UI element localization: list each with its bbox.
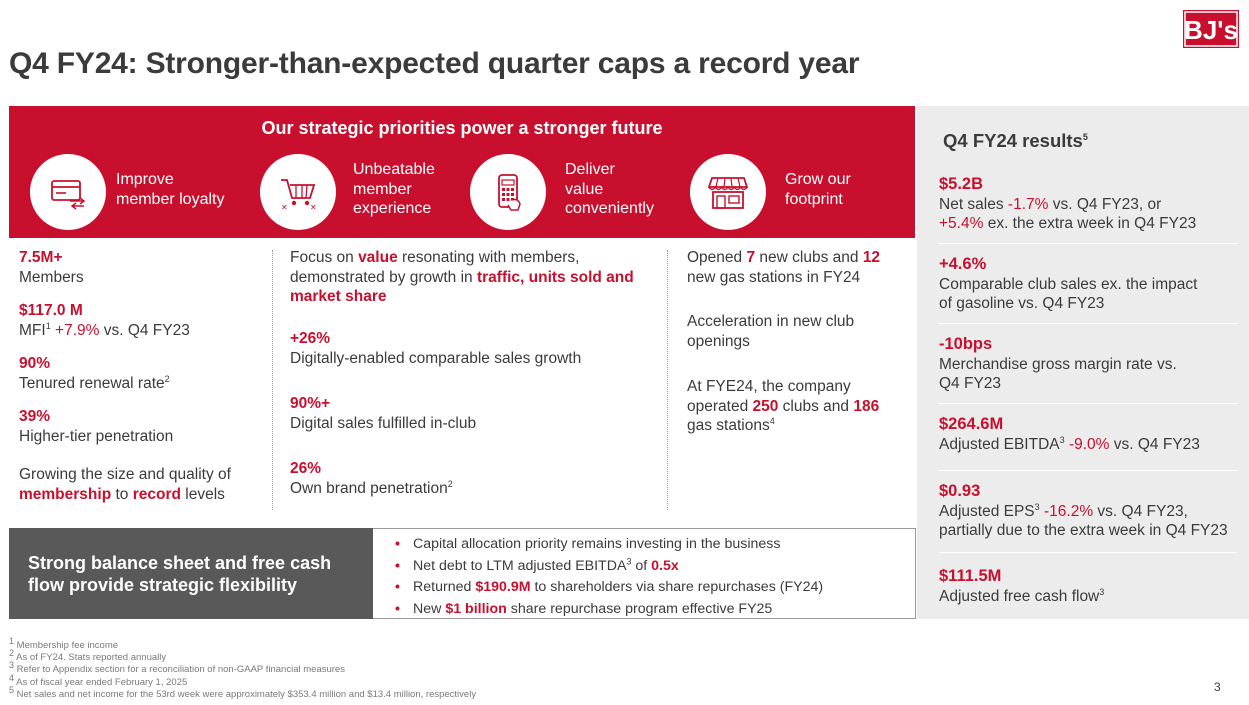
eps-result: $0.93 Adjusted EPS3 -16.2% vs. Q4 FY23, …: [939, 482, 1228, 539]
priority-label-experience: Unbeatable member experience: [353, 161, 435, 217]
priority-circle: ✕ ✕: [260, 154, 336, 230]
banner-title: Our strategic priorities power a stronge…: [261, 118, 663, 138]
free-cash-flow-result: $111.5M Adjusted free cash flow3: [939, 567, 1105, 605]
results-separator: [939, 552, 1237, 553]
priority-label-footprint: Grow our footprint: [785, 171, 851, 208]
openings-text: Opened 7 new clubs and 12 new gas statio…: [687, 249, 881, 286]
membership-card-icon: [51, 180, 86, 210]
in-club-fulfillment-stat: 90%+ Digital sales fulfilled in-club: [290, 395, 477, 432]
shopping-cart-icon: ✕ ✕: [281, 179, 317, 212]
results-separator: [939, 323, 1237, 324]
list-item: • New $1 billion share repurchase program…: [395, 601, 773, 617]
membership-growth-text: Growing the size and quality of membersh…: [19, 466, 231, 503]
storefront-icon: [707, 177, 749, 209]
footnote: 2 As of FY24. Stats reported annually: [9, 647, 167, 663]
loyalty-column: 7.5M+ Members $117.0 M MFI1 +7.9% vs. Q4…: [19, 248, 269, 518]
page-number: 3: [1214, 680, 1221, 694]
strategic-priorities-banner: Our strategic priorities power a stronge…: [9, 106, 915, 238]
list-item: • Capital allocation priority remains inv…: [395, 536, 781, 552]
q4-results-panel: Q4 FY24 results5 $5.2B Net sales -1.7% v…: [917, 106, 1249, 619]
column-divider: [272, 250, 273, 510]
priority-label-convenience: Deliver value conveniently: [565, 161, 654, 217]
ebitda-result: $264.6M Adjusted EBITDA3 -9.0% vs. Q4 FY…: [939, 415, 1200, 453]
results-separator: [939, 243, 1237, 244]
priority-circle: [30, 154, 106, 230]
list-item: • Returned $190.9M to shareholders via sh…: [395, 579, 824, 595]
net-sales-result: $5.2B Net sales -1.7% vs. Q4 FY23, or +5…: [939, 175, 1197, 232]
renewal-stat: 90% Tenured renewal rate2: [19, 355, 170, 392]
priority-circle: [690, 154, 766, 230]
column-divider: [667, 250, 668, 510]
experience-column: Focus on value resonating with members, …: [290, 248, 670, 508]
value-focus-text: Focus on value resonating with members, …: [290, 249, 634, 305]
svg-text:✕: ✕: [310, 203, 317, 212]
results-title: Q4 FY24 results5: [943, 130, 1088, 151]
capital-allocation-list: • Capital allocation priority remains inv…: [373, 528, 916, 619]
comp-sales-result: +4.6% Comparable club sales ex. the impa…: [939, 255, 1198, 312]
acceleration-text: Acceleration in new club openings: [687, 313, 855, 350]
footnote: 5 Net sales and net income for the 53rd …: [9, 684, 477, 700]
higher-tier-stat: 39% Higher-tier penetration: [19, 408, 174, 445]
footprint-column: Opened 7 new clubs and 12 new gas statio…: [687, 248, 912, 448]
list-item: • Net debt to LTM adjusted EBITDA3 of 0.5…: [395, 556, 679, 574]
members-stat: 7.5M+ Members: [19, 249, 84, 286]
results-separator: [939, 470, 1237, 471]
club-count-text: At FYE24, the company operated 250 clubs…: [687, 378, 880, 434]
footnote: 1 Membership fee income: [9, 635, 119, 651]
footnote: 3 Refer to Appendix section for a reconc…: [9, 659, 345, 675]
footnote: 4 As of fiscal year ended February 1, 20…: [9, 672, 188, 688]
digital-growth-stat: +26% Digitally-enabled comparable sales …: [290, 330, 582, 367]
gross-margin-result: -10bps Merchandise gross margin rate vs.…: [939, 335, 1177, 392]
own-brand-stat: 26% Own brand penetration2: [290, 460, 453, 497]
balance-sheet-callout: Strong balance sheet and free cash flow …: [9, 528, 373, 619]
svg-text:✕: ✕: [281, 203, 288, 212]
results-separator: [939, 403, 1237, 404]
mfi-stat: $117.0 M MFI1 +7.9% vs. Q4 FY23: [19, 302, 190, 339]
priority-circle: [470, 154, 546, 230]
priority-label-loyalty: Improve member loyalty: [116, 171, 225, 208]
logo-text: BJ's: [1184, 15, 1238, 45]
page-title: Q4 FY24: Stronger-than-expected quarter …: [9, 47, 860, 80]
mobile-app-icon: [498, 174, 521, 211]
bjs-logo: BJ's: [1183, 10, 1239, 48]
